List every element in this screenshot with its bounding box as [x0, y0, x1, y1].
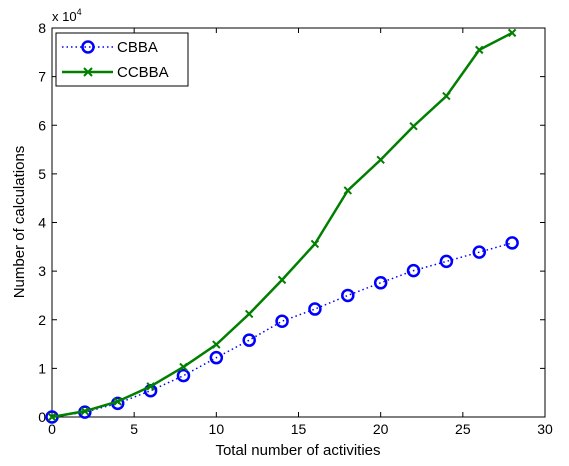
x-tick-label: 30	[537, 421, 553, 437]
series-cbba-point	[439, 254, 454, 269]
y-tick-label: 3	[38, 263, 46, 279]
y-tick-label: 8	[38, 20, 46, 36]
legend: CBBA CCBBA	[55, 32, 189, 87]
series-cbba-point	[472, 245, 487, 259]
y-tick-label: 4	[38, 215, 46, 231]
series-ccbba-point	[442, 91, 451, 101]
series-ccbba-point	[179, 362, 188, 372]
x-tick-label: 10	[209, 421, 225, 437]
series-cbba-point	[308, 302, 322, 316]
series-ccbba-point	[244, 309, 254, 319]
series-cbba-point	[176, 368, 191, 383]
series-cbba-point	[242, 333, 256, 347]
series-ccbba-point	[310, 239, 320, 249]
series-cbba-point	[505, 236, 519, 250]
y-tick-label: 6	[38, 117, 46, 133]
series-ccbba-point	[113, 397, 122, 406]
legend-ccbba-label: CCBBA	[117, 64, 169, 81]
y-exponent-power: 4	[77, 7, 82, 17]
series-ccbba-point	[146, 382, 155, 391]
legend-box	[55, 32, 189, 87]
series-ccbba-point	[277, 275, 287, 285]
series-cbba-point	[275, 314, 289, 328]
series-ccbba-point	[409, 122, 418, 131]
y-tick-label: 5	[38, 166, 46, 182]
x-tick-label: 20	[373, 421, 389, 437]
series-ccbba-point	[343, 186, 353, 195]
legend-ccbba-marker	[83, 67, 93, 77]
series-ccbba-point	[507, 28, 517, 38]
series-ccbba-point	[376, 155, 385, 164]
legend-cbba-marker	[81, 40, 95, 54]
x-tick-label: 5	[130, 421, 138, 437]
series-cbba-point	[406, 263, 421, 278]
y-axis-label: Number of calculations	[11, 146, 28, 299]
series-cbba-point	[209, 350, 224, 365]
legend-cbba-label: CBBA	[117, 39, 158, 56]
series-ccbba-point	[475, 45, 484, 55]
x-axis-label: Total number of activities	[215, 442, 380, 459]
y-tick-label: 1	[38, 360, 46, 376]
y-axis-exponent: x 104	[52, 7, 82, 24]
series-layer	[45, 28, 519, 424]
plot-area	[51, 27, 546, 418]
y-tick-label: 0	[38, 409, 46, 425]
y-tick-label: 7	[38, 69, 46, 85]
x-tick-label: 15	[291, 421, 307, 437]
y-tick-label: 2	[38, 312, 46, 328]
x-tick-label: 25	[455, 421, 471, 437]
series-ccbba-point	[212, 340, 221, 349]
series-cbba-point	[341, 288, 355, 303]
y-exponent-base: x 10	[52, 9, 77, 24]
series-ccbba-point	[47, 412, 57, 422]
series-cbba-point	[373, 276, 388, 290]
x-axis-ticks: 0 5 10 15 20 25 30	[48, 28, 553, 437]
series-cbba-line	[51, 242, 513, 418]
x-tick-label: 0	[48, 421, 56, 437]
series-ccbba-point	[80, 406, 90, 416]
y-axis-ticks: 0 1 2 3 4 5 6 7 8	[38, 20, 545, 425]
